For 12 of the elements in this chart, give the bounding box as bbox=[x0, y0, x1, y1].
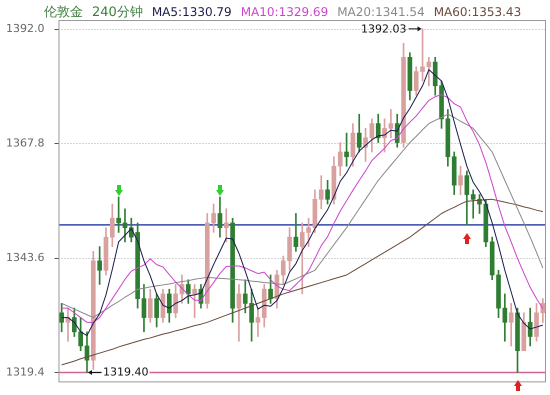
y-tick-label: 1319.4 bbox=[6, 365, 44, 378]
y-tick-label: 1367.8 bbox=[6, 136, 44, 150]
annotation: 1319.40 bbox=[102, 365, 148, 378]
text: MA60:1353.43 bbox=[434, 5, 522, 19]
annotation: 1392.03 bbox=[361, 22, 407, 36]
text: MA10:1329.69 bbox=[240, 5, 328, 19]
chart-subtitle: 240分钟 bbox=[92, 4, 143, 21]
text: MA20:1341.54 bbox=[337, 5, 425, 19]
chart-title: 伦敦金 bbox=[44, 4, 83, 21]
y-tick-label: 1343.6 bbox=[6, 250, 44, 264]
y-tick-label: 1392.0 bbox=[6, 22, 44, 35]
text: MA5:1330.79 bbox=[152, 5, 232, 19]
